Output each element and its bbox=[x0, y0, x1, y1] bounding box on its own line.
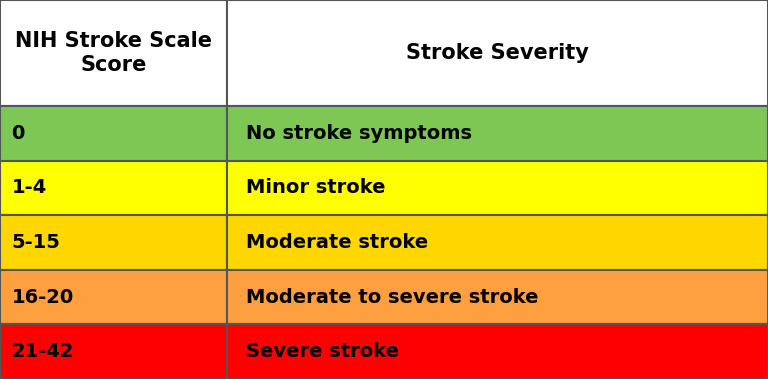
Text: No stroke symptoms: No stroke symptoms bbox=[246, 124, 472, 143]
Text: 5-15: 5-15 bbox=[12, 233, 61, 252]
Bar bbox=[227, 106, 768, 161]
Bar bbox=[0, 106, 227, 161]
Bar bbox=[227, 0, 768, 106]
Bar bbox=[0, 215, 227, 270]
Text: NIH Stroke Scale
Score: NIH Stroke Scale Score bbox=[15, 31, 212, 75]
Text: 16-20: 16-20 bbox=[12, 288, 74, 307]
Text: Minor stroke: Minor stroke bbox=[246, 179, 386, 197]
Bar bbox=[227, 215, 768, 270]
Text: 0: 0 bbox=[12, 124, 25, 143]
Bar bbox=[0, 324, 227, 379]
Text: 1-4: 1-4 bbox=[12, 179, 47, 197]
Bar bbox=[0, 0, 227, 106]
Bar bbox=[227, 324, 768, 379]
Bar bbox=[0, 161, 227, 215]
Bar bbox=[227, 161, 768, 215]
Text: Moderate stroke: Moderate stroke bbox=[246, 233, 428, 252]
Text: 21-42: 21-42 bbox=[12, 342, 74, 361]
Text: Moderate to severe stroke: Moderate to severe stroke bbox=[246, 288, 538, 307]
Bar bbox=[0, 270, 227, 324]
Bar bbox=[227, 270, 768, 324]
Text: Stroke Severity: Stroke Severity bbox=[406, 43, 589, 63]
Text: Severe stroke: Severe stroke bbox=[246, 342, 399, 361]
